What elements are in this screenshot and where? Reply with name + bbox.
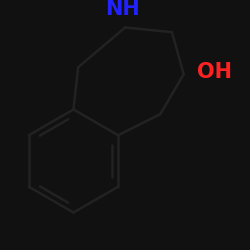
Text: OH: OH [197,62,232,82]
Text: NH: NH [106,0,140,19]
